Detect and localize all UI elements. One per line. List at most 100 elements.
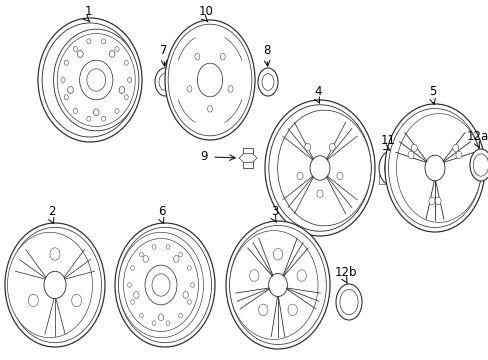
Ellipse shape — [42, 23, 138, 137]
Ellipse shape — [197, 63, 222, 97]
Ellipse shape — [152, 244, 156, 249]
Ellipse shape — [145, 265, 177, 305]
Text: 6: 6 — [158, 205, 165, 218]
Ellipse shape — [50, 248, 60, 260]
Ellipse shape — [407, 151, 413, 159]
Ellipse shape — [187, 266, 191, 270]
Ellipse shape — [130, 266, 134, 270]
Ellipse shape — [273, 248, 282, 260]
Ellipse shape — [262, 73, 273, 90]
Ellipse shape — [328, 143, 335, 151]
Ellipse shape — [93, 109, 99, 116]
Ellipse shape — [115, 109, 119, 113]
Ellipse shape — [258, 304, 267, 316]
Text: 1: 1 — [84, 5, 92, 18]
Text: 9: 9 — [200, 150, 207, 163]
Ellipse shape — [118, 232, 203, 338]
Ellipse shape — [38, 18, 142, 142]
Ellipse shape — [124, 60, 128, 65]
Ellipse shape — [115, 46, 119, 51]
Ellipse shape — [102, 39, 105, 44]
Text: 7: 7 — [160, 44, 167, 57]
Ellipse shape — [309, 156, 329, 180]
Ellipse shape — [434, 197, 440, 205]
Text: 2: 2 — [48, 205, 56, 218]
Ellipse shape — [86, 116, 91, 121]
Ellipse shape — [268, 105, 370, 231]
Ellipse shape — [469, 149, 488, 181]
Ellipse shape — [73, 109, 78, 113]
Ellipse shape — [428, 197, 434, 205]
Ellipse shape — [28, 294, 38, 307]
Ellipse shape — [384, 104, 484, 232]
Ellipse shape — [73, 46, 78, 51]
Ellipse shape — [229, 231, 317, 339]
Ellipse shape — [179, 313, 182, 318]
Ellipse shape — [5, 223, 105, 347]
Ellipse shape — [249, 270, 259, 281]
Ellipse shape — [316, 190, 323, 198]
Ellipse shape — [229, 225, 325, 345]
Ellipse shape — [225, 221, 329, 349]
Text: 11: 11 — [380, 134, 395, 147]
Ellipse shape — [7, 232, 92, 338]
Bar — [242, 148, 253, 168]
Ellipse shape — [80, 60, 113, 100]
Ellipse shape — [123, 238, 198, 332]
Ellipse shape — [287, 304, 297, 316]
Text: 8: 8 — [263, 44, 270, 57]
Ellipse shape — [179, 252, 182, 257]
Ellipse shape — [44, 271, 66, 299]
Ellipse shape — [8, 228, 102, 343]
Ellipse shape — [264, 100, 374, 236]
Ellipse shape — [64, 95, 68, 100]
Ellipse shape — [109, 50, 115, 57]
Ellipse shape — [72, 294, 81, 307]
Ellipse shape — [336, 172, 342, 180]
Ellipse shape — [452, 144, 458, 152]
Ellipse shape — [296, 270, 306, 281]
Ellipse shape — [227, 86, 233, 92]
Ellipse shape — [190, 283, 194, 287]
Ellipse shape — [87, 69, 105, 91]
Text: 12a: 12a — [466, 130, 488, 143]
Ellipse shape — [183, 292, 188, 298]
Ellipse shape — [130, 300, 134, 304]
Ellipse shape — [258, 68, 278, 96]
Ellipse shape — [67, 86, 73, 93]
Ellipse shape — [166, 321, 169, 325]
Ellipse shape — [152, 321, 156, 325]
Ellipse shape — [61, 77, 65, 82]
Ellipse shape — [396, 114, 481, 222]
Text: 4: 4 — [314, 85, 321, 98]
Ellipse shape — [127, 283, 131, 287]
Ellipse shape — [155, 68, 175, 96]
Text: 12b: 12b — [334, 266, 357, 279]
Ellipse shape — [384, 157, 401, 179]
Ellipse shape — [220, 53, 224, 60]
Ellipse shape — [186, 86, 191, 92]
Ellipse shape — [335, 284, 361, 320]
Polygon shape — [239, 154, 257, 162]
Ellipse shape — [127, 77, 131, 82]
Ellipse shape — [54, 29, 139, 131]
Ellipse shape — [86, 39, 91, 44]
Ellipse shape — [424, 155, 444, 181]
Ellipse shape — [410, 144, 416, 152]
Ellipse shape — [102, 116, 105, 121]
Ellipse shape — [57, 33, 135, 126]
Text: 5: 5 — [428, 85, 436, 98]
Ellipse shape — [168, 24, 251, 136]
Text: 3: 3 — [271, 205, 278, 218]
Ellipse shape — [77, 50, 83, 57]
Ellipse shape — [119, 86, 124, 93]
Ellipse shape — [152, 274, 170, 296]
Ellipse shape — [164, 20, 254, 140]
Ellipse shape — [173, 256, 179, 262]
Ellipse shape — [207, 105, 212, 112]
Ellipse shape — [158, 314, 163, 321]
Ellipse shape — [166, 244, 169, 249]
Ellipse shape — [64, 60, 68, 65]
Ellipse shape — [277, 110, 370, 226]
Ellipse shape — [304, 143, 310, 151]
